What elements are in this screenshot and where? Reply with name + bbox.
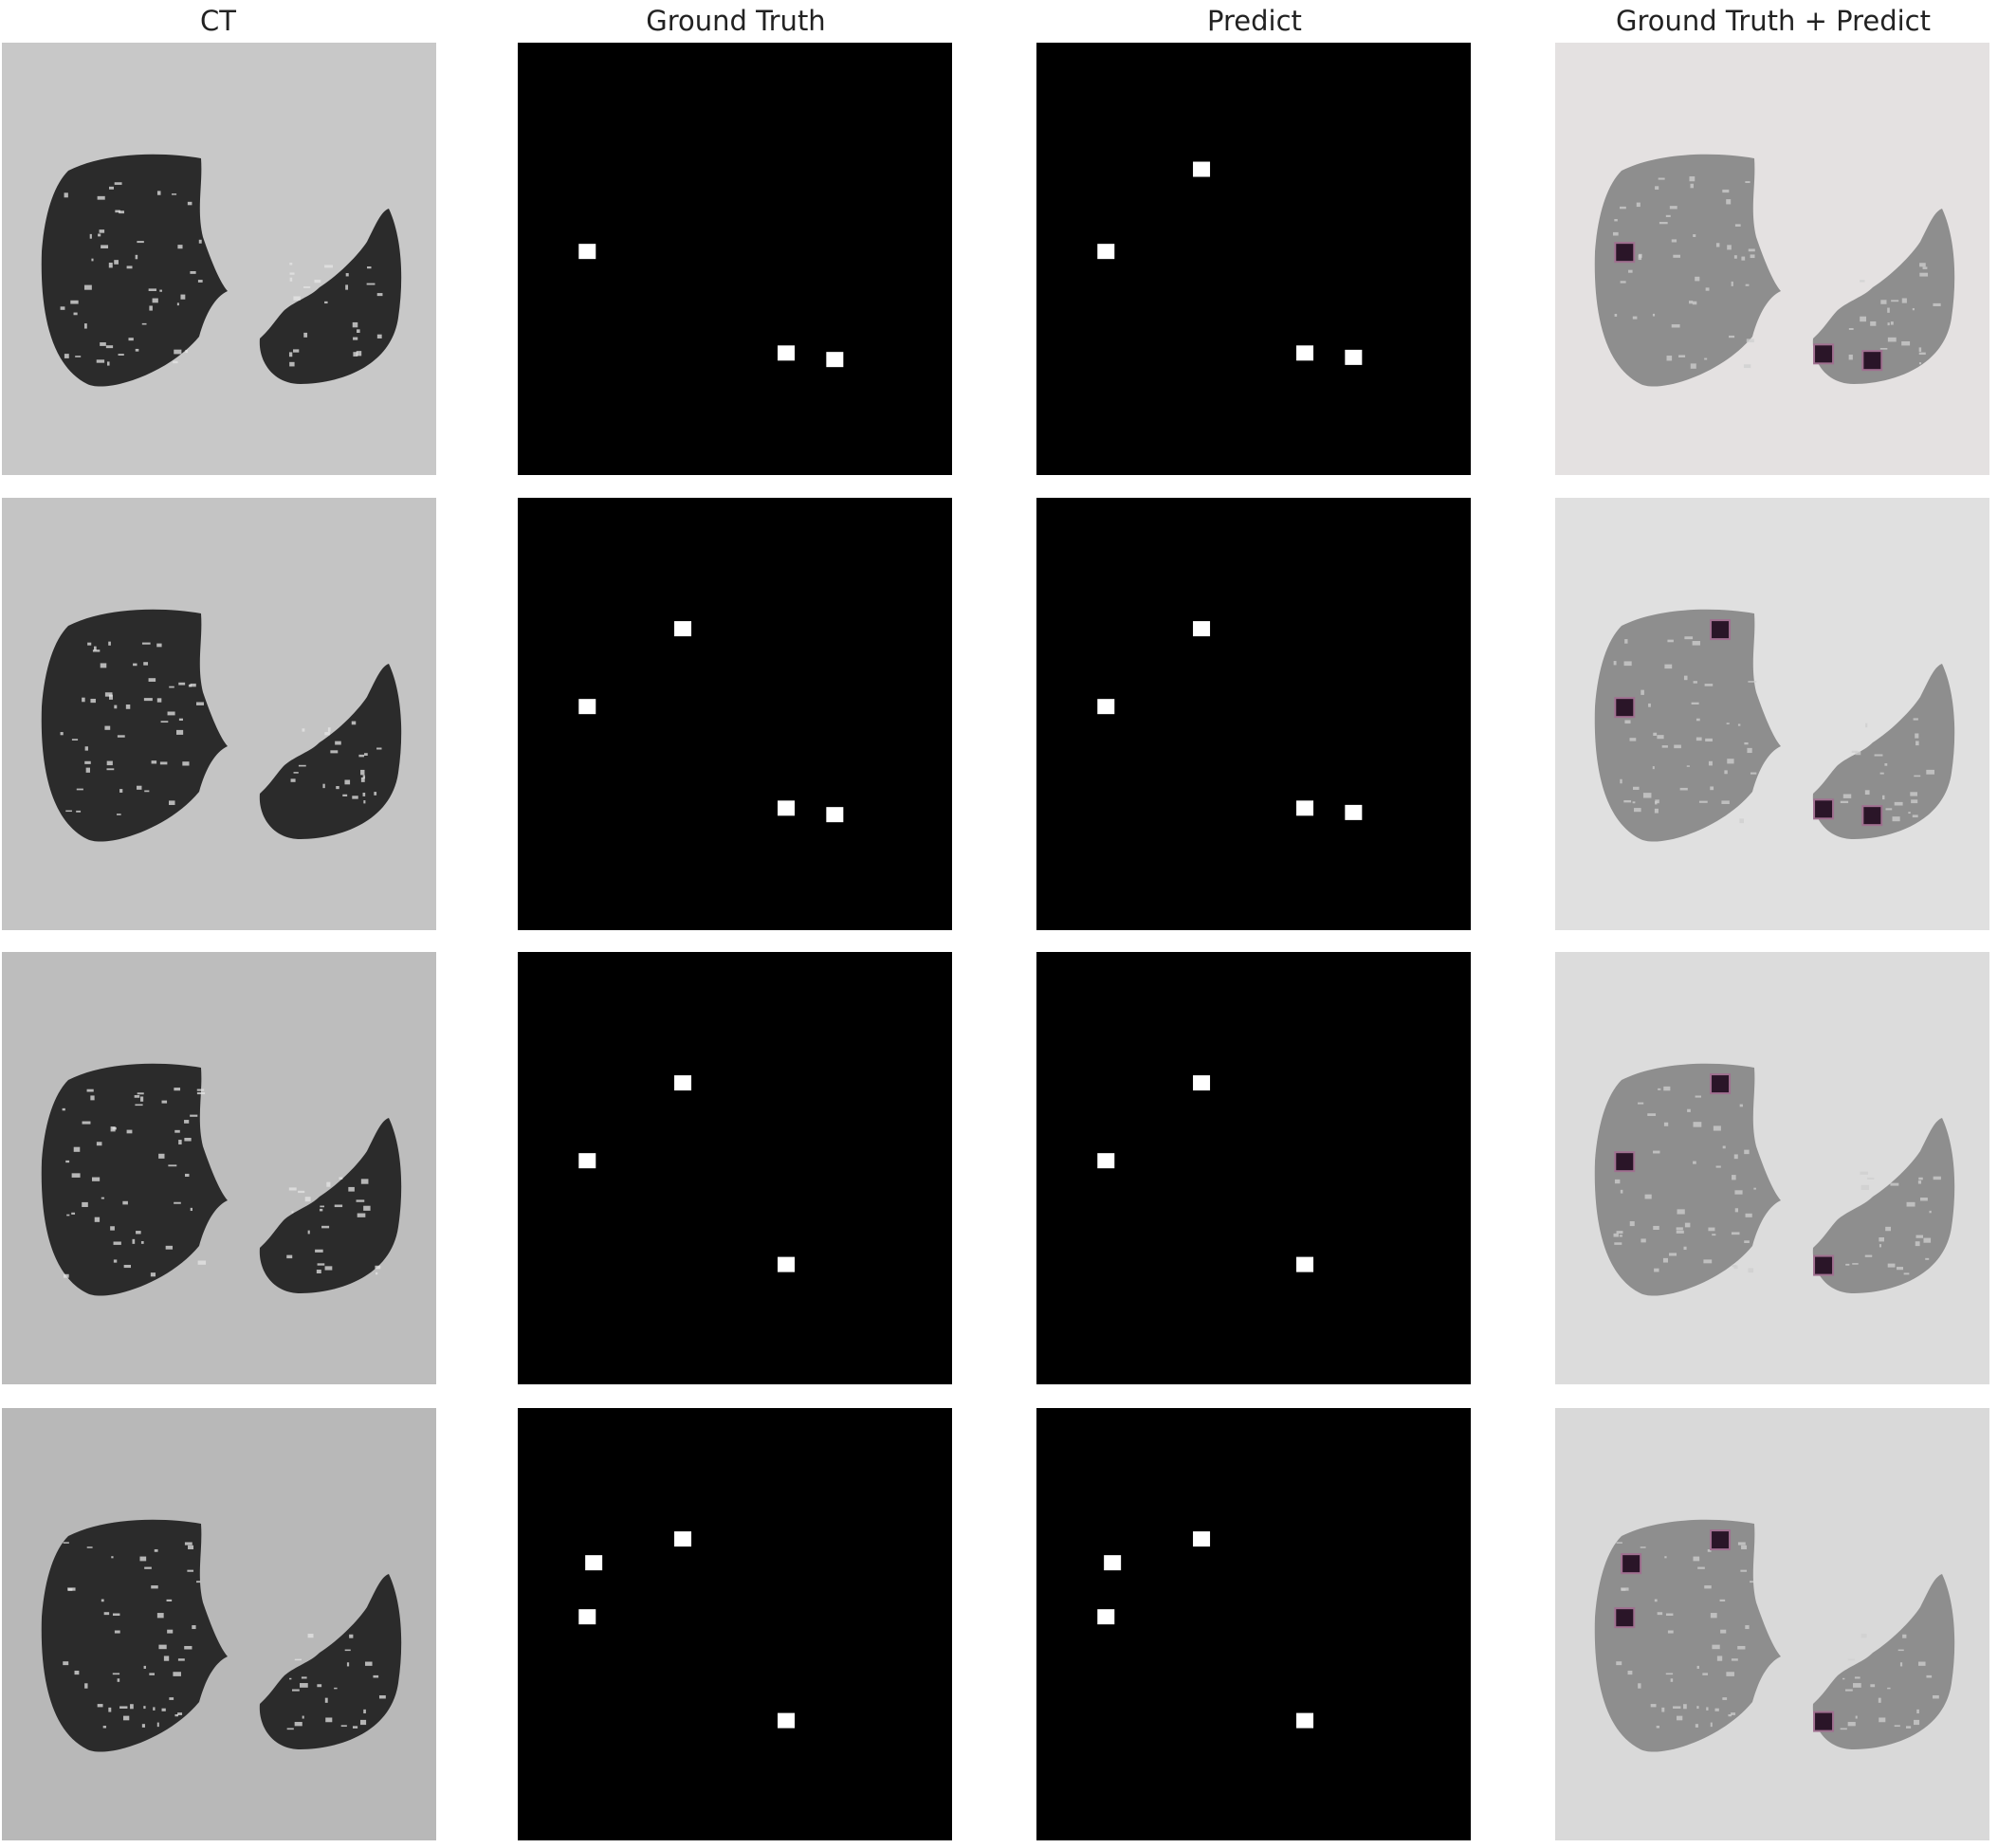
right-lung (259, 1118, 402, 1293)
panel-overlay-row-2 (1555, 498, 1989, 930)
panel-overlay-row-1 (1555, 43, 1989, 475)
nodule-marker (1097, 1153, 1115, 1169)
nodule-marker (778, 345, 796, 361)
nodule-marker (578, 1153, 596, 1169)
nodule-marker (674, 1531, 692, 1547)
panel-gt-row-4 (518, 1408, 952, 1840)
column-title-ground-truth: Ground Truth (646, 5, 826, 37)
overlay-nodule-marker (1614, 242, 1636, 264)
overlay-nodule-marker (1813, 343, 1835, 365)
right-lung (1812, 1574, 1955, 1749)
column-title-overlay: Ground Truth + Predict (1615, 5, 1931, 37)
overlay-nodule-marker (1813, 1711, 1835, 1732)
nodule-marker (1193, 1531, 1211, 1547)
overlay-nodule-marker (1710, 1073, 1732, 1095)
right-lung (1812, 1118, 1955, 1293)
panel-gt-row-2 (518, 498, 952, 930)
nodule-marker (1193, 621, 1211, 637)
vessel-texture (60, 641, 382, 815)
panel-pred-row-1 (1036, 43, 1471, 475)
nodule-marker (826, 352, 844, 368)
nodule-marker (778, 1712, 796, 1729)
panel-gt-row-1 (518, 43, 952, 475)
panel-overlay-row-3 (1555, 952, 1989, 1384)
left-lung (41, 1519, 228, 1752)
left-lung (1594, 609, 1781, 842)
nodule-marker (1097, 244, 1115, 260)
nodule-marker (585, 1555, 603, 1571)
panel-pred-row-2 (1036, 498, 1471, 930)
nodule-marker (1296, 345, 1314, 361)
overlay-nodule-marker (1710, 1529, 1732, 1551)
panel-ct-row-1 (2, 43, 436, 475)
nodule-marker (1345, 349, 1363, 365)
overlay-nodule-marker (1861, 350, 1883, 372)
nodule-marker (1345, 804, 1363, 820)
left-lung (1594, 1063, 1781, 1296)
overlay-nodule-marker (1813, 1254, 1835, 1276)
panel-pred-row-4 (1036, 1408, 1471, 1840)
nodule-marker (1296, 1256, 1314, 1272)
overlay-nodule-marker (1710, 619, 1732, 641)
column-title-ct: CT (200, 5, 236, 37)
column-title-predict: Predict (1207, 5, 1302, 37)
nodule-marker (674, 1075, 692, 1091)
left-lung (1594, 1519, 1781, 1752)
nodule-marker (1296, 1712, 1314, 1729)
left-lung (41, 154, 228, 387)
vessel-texture (1613, 636, 1934, 824)
vessel-texture (62, 1088, 381, 1278)
panel-ct-row-2 (2, 498, 436, 930)
nodule-marker (1193, 1075, 1211, 1091)
nodule-marker (778, 800, 796, 816)
vessel-texture (60, 182, 383, 367)
nodule-marker (578, 244, 596, 260)
right-lung (259, 209, 402, 384)
vessel-texture (63, 1542, 386, 1730)
overlay-nodule-marker (1813, 798, 1835, 820)
overlay-nodule-marker (1614, 697, 1636, 719)
panel-overlay-row-4 (1555, 1408, 1989, 1840)
nodule-marker (1296, 800, 1314, 816)
overlay-nodule-marker (1614, 1151, 1636, 1173)
right-lung (1812, 209, 1955, 384)
overlay-nodule-marker (1614, 1607, 1636, 1629)
nodule-marker (1097, 1609, 1115, 1625)
nodule-marker (1193, 161, 1211, 177)
panel-ct-row-3 (2, 952, 436, 1384)
nodule-marker (578, 699, 596, 715)
nodule-marker (1104, 1555, 1122, 1571)
panel-ct-row-4 (2, 1408, 436, 1840)
nodule-marker (778, 1256, 796, 1272)
nodule-marker (578, 1609, 596, 1625)
nodule-marker (1097, 699, 1115, 715)
nodule-marker (674, 621, 692, 637)
overlay-nodule-marker (1621, 1553, 1642, 1575)
overlay-nodule-marker (1861, 805, 1883, 827)
vessel-texture (1616, 1542, 1939, 1730)
left-lung (41, 609, 228, 842)
left-lung (1594, 154, 1781, 387)
right-lung (259, 1574, 402, 1749)
vessel-texture (1613, 1086, 1941, 1275)
nodule-marker (826, 807, 844, 823)
vessel-texture (1612, 176, 1941, 369)
panel-gt-row-3 (518, 952, 952, 1384)
panel-pred-row-3 (1036, 952, 1471, 1384)
